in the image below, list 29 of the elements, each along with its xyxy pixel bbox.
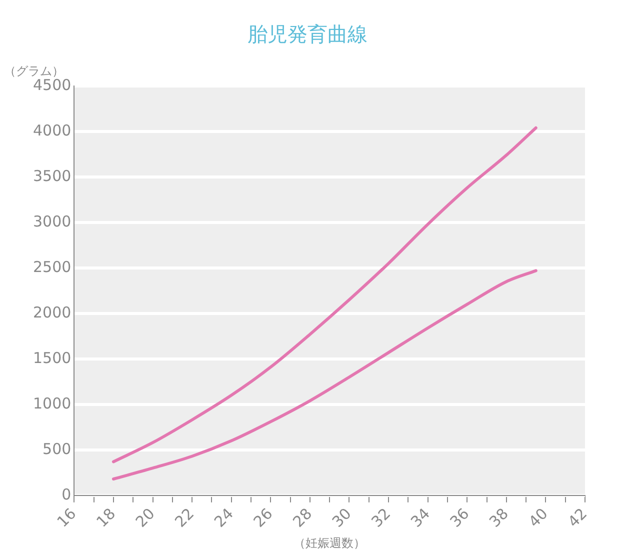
x-tick-label: 18: [92, 504, 120, 531]
chart-title: 胎児発育曲線: [248, 22, 368, 46]
y-tick-label: 0: [62, 485, 72, 504]
y-tick-label: 3000: [32, 212, 72, 230]
x-tick-label: 20: [132, 504, 158, 531]
x-tick-label: 22: [171, 504, 198, 531]
y-tick-label: 4000: [32, 121, 72, 140]
x-tick-label: 36: [446, 504, 473, 531]
x-tick-label: 42: [564, 504, 591, 531]
y-tick-label: 2000: [32, 303, 72, 322]
x-tick-label: 28: [289, 504, 316, 531]
x-tick-label: 24: [210, 504, 237, 531]
x-tick-label: 34: [407, 504, 434, 531]
x-tick-label: 40: [525, 504, 552, 531]
x-tick-label: 38: [486, 504, 512, 531]
y-tick-label: 1000: [32, 394, 72, 412]
y-tick-label: 500: [42, 440, 72, 458]
y-tick-label: 2500: [32, 258, 72, 276]
x-tick-label: 26: [250, 504, 276, 531]
x-tick-label: 32: [368, 504, 394, 531]
x-tick-label: 30: [328, 504, 355, 531]
y-axis-title: （グラム）: [4, 64, 64, 78]
x-axis-title: （妊娠週数）: [294, 536, 366, 550]
y-tick-label: 4500: [32, 76, 72, 94]
line-series: [112, 126, 538, 464]
line-series: [112, 269, 538, 480]
x-tick-label: 16: [54, 504, 80, 531]
y-tick-label: 3500: [32, 166, 72, 185]
y-tick-label: 1500: [32, 348, 72, 367]
